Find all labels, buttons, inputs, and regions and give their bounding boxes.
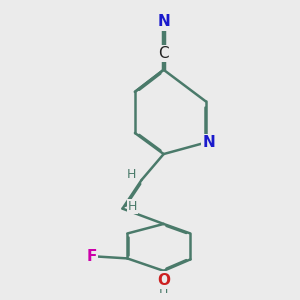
- Text: H: H: [128, 200, 137, 213]
- Text: C: C: [158, 46, 169, 61]
- Text: H: H: [159, 283, 168, 296]
- Text: F: F: [86, 249, 97, 264]
- Text: N: N: [202, 135, 215, 150]
- Text: H: H: [127, 168, 136, 182]
- Text: O: O: [157, 273, 170, 288]
- Text: N: N: [157, 14, 170, 29]
